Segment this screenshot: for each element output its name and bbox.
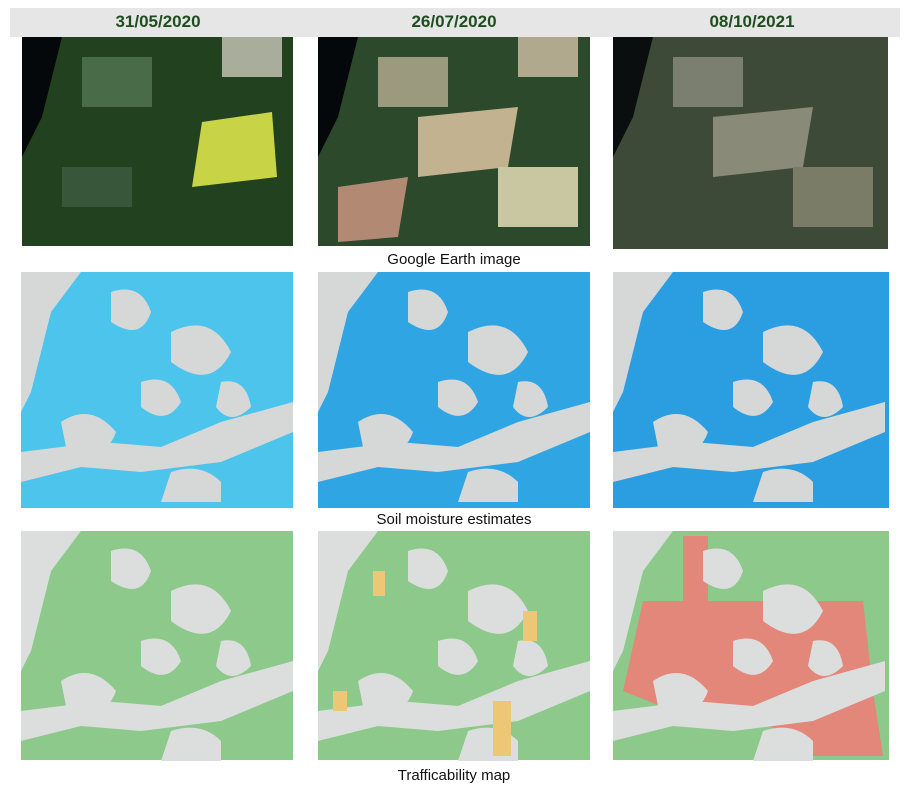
date: 31/05/2020 — [115, 12, 200, 31]
satellite-image — [22, 37, 293, 246]
trafficability-map — [21, 531, 293, 761]
date: 26/07/2020 — [411, 12, 496, 31]
trafficability-map — [613, 531, 889, 761]
caption: Trafficability map — [398, 767, 511, 784]
trafficability-map — [318, 531, 590, 761]
header-band — [10, 8, 900, 37]
soil-moisture-map — [318, 272, 590, 508]
caption: Soil moisture estimates — [376, 511, 531, 528]
soil-moisture-map — [21, 272, 293, 508]
soil-moisture-map — [613, 272, 889, 508]
caption: Google Earth image — [387, 251, 520, 268]
date: 08/10/2021 — [709, 12, 794, 31]
satellite-image — [318, 37, 590, 246]
satellite-image — [613, 37, 888, 249]
